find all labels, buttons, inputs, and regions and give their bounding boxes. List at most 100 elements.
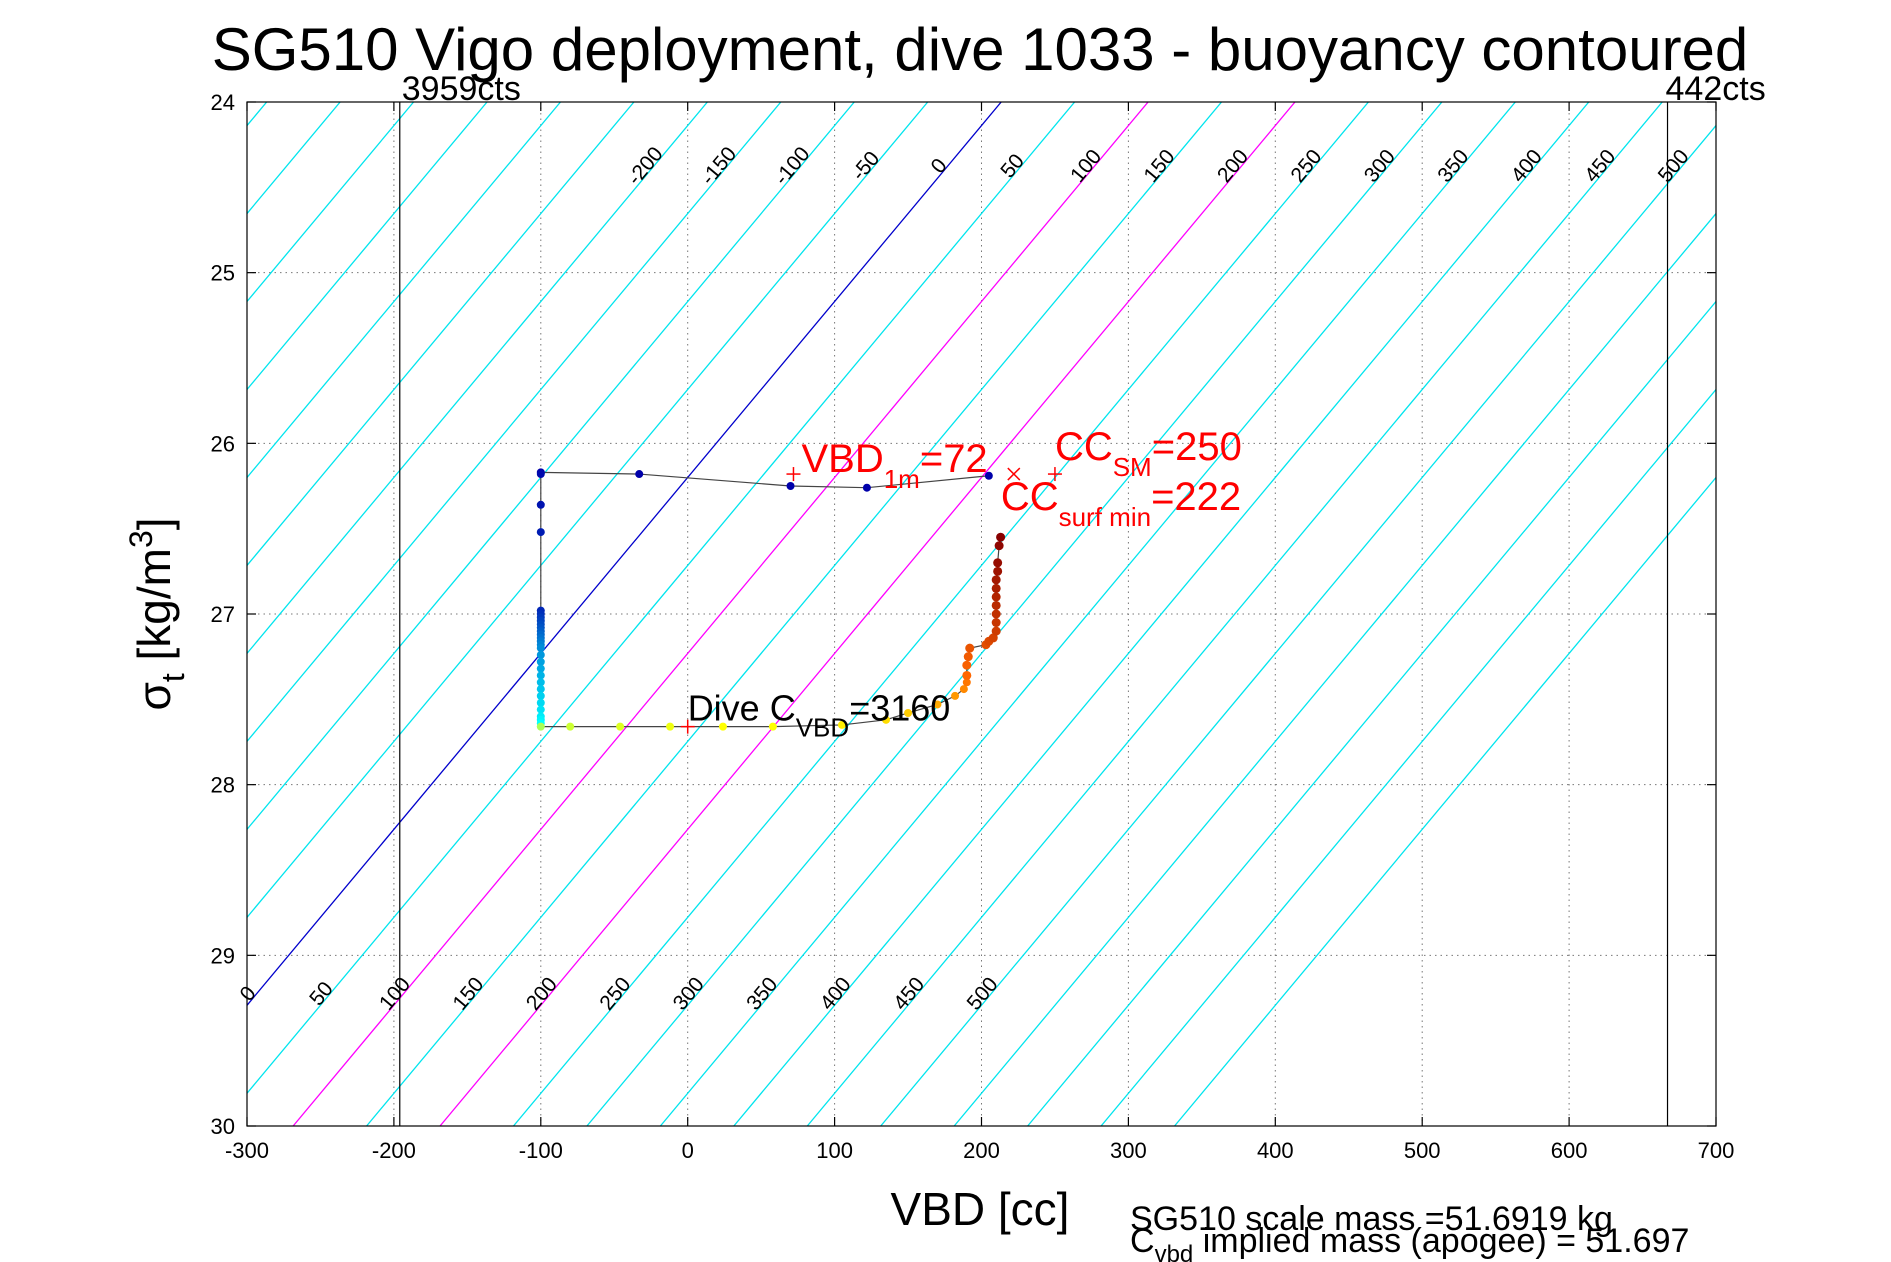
- apogee-point: [959, 685, 968, 694]
- cc-surf-min-label: CCsurf min=222: [1001, 475, 1241, 532]
- contour-line-250: [512, 102, 1369, 1126]
- descent-point: [536, 650, 545, 659]
- climb-point: [991, 592, 1001, 602]
- apogee-point: [666, 722, 675, 731]
- x-tick-label: 100: [816, 1138, 853, 1163]
- y-tick-label: 26: [211, 431, 235, 456]
- apogee-point: [536, 722, 545, 731]
- x-tick-label: 600: [1551, 1138, 1588, 1163]
- descent-point: [536, 644, 545, 653]
- surface-point: [635, 470, 644, 479]
- descent-point: [536, 685, 545, 694]
- x-tick-label: 200: [963, 1138, 1000, 1163]
- apogee-point: [616, 722, 625, 731]
- climb-point: [988, 633, 998, 643]
- apogee-point: [904, 708, 913, 717]
- x-axis-label: VBD [cc]: [891, 1183, 1070, 1235]
- contour-line-450: [806, 102, 1663, 1126]
- surface-point: [984, 471, 993, 480]
- climb-point: [963, 652, 973, 662]
- dive-data: [536, 468, 1006, 731]
- descent-point: [536, 691, 545, 700]
- apogee-point: [566, 722, 575, 731]
- y-tick-label: 24: [211, 90, 235, 115]
- contour-line-150: [366, 102, 1223, 1126]
- y-tick-label: 27: [211, 602, 235, 627]
- apogee-point: [962, 678, 971, 687]
- x-tick-label: -200: [372, 1138, 416, 1163]
- climb-point: [962, 660, 972, 670]
- x-tick-label: 700: [1698, 1138, 1735, 1163]
- descent-point: [536, 705, 545, 714]
- climb-point: [991, 618, 1001, 628]
- contour-line-100: [292, 102, 1149, 1126]
- contour-line-0: [247, 102, 1002, 1007]
- buoyancy-contours: [247, 102, 1716, 1126]
- descent-point: [536, 528, 545, 537]
- surface-point: [786, 482, 795, 490]
- descent-point: [536, 657, 545, 666]
- surface-point: [862, 483, 871, 492]
- cc-sm-label: CCSM=250: [1055, 425, 1242, 482]
- contour-line-300: [586, 102, 1443, 1126]
- x-tick-label: -100: [519, 1138, 563, 1163]
- y-tick-label: 28: [211, 773, 235, 798]
- footer-implied-mass: Cvbd implied mass (apogee) = 51.697: [1130, 1222, 1689, 1262]
- apogee-point: [718, 722, 727, 731]
- x-tick-label: 300: [1110, 1138, 1147, 1163]
- descent-point: [536, 678, 545, 687]
- dive-cvbd-label: Dive CVBD=3160: [688, 688, 951, 743]
- climb-point: [991, 626, 1001, 636]
- x-tick-label: 0: [682, 1138, 694, 1163]
- contour-line--300: [247, 102, 561, 479]
- climb-point: [993, 558, 1003, 568]
- contour-line--400: [247, 102, 415, 303]
- y-axis-label: σt [kg/m3]: [123, 517, 191, 710]
- contour-line-50: [247, 102, 1076, 1095]
- contour-line-350: [659, 102, 1516, 1126]
- contour-line-600: [1027, 300, 1716, 1126]
- descent-point: [536, 470, 545, 479]
- y-tick-label: 30: [211, 1114, 235, 1139]
- apogee-point: [882, 715, 891, 724]
- climb-point: [991, 575, 1001, 585]
- apogee-point: [837, 720, 846, 729]
- contour-line-700: [1174, 476, 1716, 1126]
- climb-point: [962, 670, 972, 680]
- apogee-point: [768, 722, 777, 731]
- descent-point: [536, 500, 545, 509]
- apogee-point: [933, 700, 942, 709]
- cc-surf-min-marker: [1007, 467, 1021, 481]
- contour-line-550: [953, 212, 1716, 1126]
- climb-point: [993, 566, 1003, 576]
- footer-scale-mass: SG510 scale mass =51.6919 kg: [1130, 1200, 1613, 1238]
- y-tick-label: 29: [211, 943, 235, 968]
- climb-point: [991, 609, 1001, 619]
- climb-point: [991, 583, 1001, 593]
- plot-area: 3959cts 442cts -200 -150 -100 -50 0 50 100 150 20…: [211, 70, 1766, 1163]
- contour-line--100: [247, 102, 855, 831]
- x-tick-label: -300: [225, 1138, 269, 1163]
- y-tick-label: 25: [211, 261, 235, 286]
- climb-point: [991, 600, 1001, 610]
- climb-point: [996, 532, 1006, 542]
- apogee-point: [951, 691, 960, 700]
- climb-point: [965, 643, 975, 653]
- contour-line--350: [247, 102, 488, 391]
- contour-line--200: [247, 102, 708, 655]
- vbd-1m-label: VBD1m=72: [801, 437, 987, 494]
- contour-line-200: [439, 102, 1296, 1126]
- descent-point: [536, 664, 545, 673]
- x-tick-label: 500: [1404, 1138, 1441, 1163]
- contour-line--150: [247, 102, 782, 743]
- chart-title: SG510 Vigo deployment, dive 1033 - buoya…: [212, 16, 1749, 83]
- contour-line--50: [247, 102, 929, 919]
- x-tick-label: 400: [1257, 1138, 1294, 1163]
- contour-line-650: [1100, 388, 1716, 1126]
- descent-point: [536, 698, 545, 707]
- climb-point: [994, 541, 1004, 551]
- axis-ticks: -300 -200 -100 0 100 200 300 400 500 600 700 24 25 26…: [211, 90, 1735, 1163]
